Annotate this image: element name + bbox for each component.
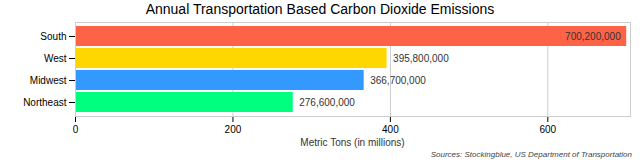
svg-text:366,700,000: 366,700,000 (370, 75, 426, 86)
svg-text:Northeast: Northeast (23, 97, 67, 108)
svg-text:West: West (44, 53, 67, 64)
svg-text:700,200,000: 700,200,000 (565, 31, 621, 42)
svg-text:600: 600 (539, 124, 556, 135)
html-text:Metric Tons (in millions): Metric Tons (in millions) (300, 137, 405, 148)
html-text:Annual Transportation Based Ca: Annual Transportation Based Carbon Dioxi… (145, 1, 495, 17)
svg-text:South: South (40, 31, 66, 42)
svg-text:276,600,000: 276,600,000 (299, 97, 355, 108)
html-text:Sources: Stockingblue, US Depa: Sources: Stockingblue, US Department of … (430, 150, 632, 159)
svg-text:395,800,000: 395,800,000 (393, 53, 449, 64)
svg-text:Midwest: Midwest (30, 75, 67, 86)
svg-text:400: 400 (382, 124, 399, 135)
svg-text:200: 200 (225, 124, 242, 135)
svg-text:0: 0 (73, 124, 79, 135)
